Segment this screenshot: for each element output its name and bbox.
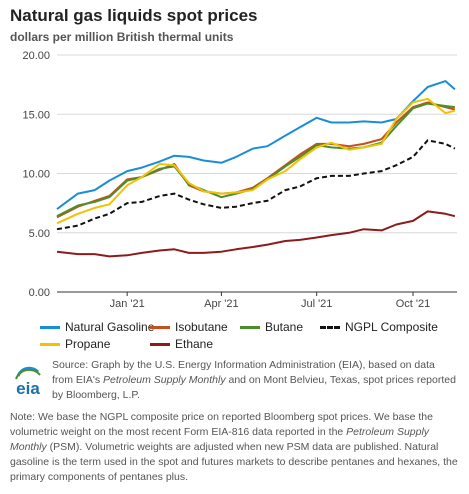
y-tick-label: 10.00 xyxy=(22,169,50,181)
y-tick-label: 20.00 xyxy=(22,50,50,62)
legend-item: Ethane xyxy=(150,337,213,351)
chart-title: Natural gas liquids spot prices xyxy=(10,6,258,25)
series-line-propane xyxy=(56,97,456,225)
source-part-1: Source: Graph by the U.S. Energy Informa… xyxy=(52,359,435,386)
source-part-3: and on Mont Belvieu, Texas, spot prices … xyxy=(52,374,456,401)
legend-item: Propane xyxy=(40,337,110,351)
legend-swatch xyxy=(150,325,170,329)
legend-swatch xyxy=(150,342,170,346)
source-part-2: Petroleum Supply Monthly xyxy=(103,374,226,386)
legend-label: Ethane xyxy=(175,337,214,351)
x-tick-label: Jan '21 xyxy=(110,298,145,310)
eia-logo-text: eia xyxy=(16,379,40,398)
x-tick-label: Jul '21 xyxy=(301,298,332,310)
note-part-3: (PSM). Volumetric weights are adjusted w… xyxy=(10,441,458,483)
legend-label: Natural Gasoline xyxy=(65,320,155,334)
y-tick-label: 15.00 xyxy=(22,109,50,121)
legend-item: Butane xyxy=(240,320,303,334)
source-text: Source: Graph by the U.S. Energy Informa… xyxy=(52,358,457,403)
note-part-1: Note: We base the NGPL composite price o… xyxy=(10,411,433,438)
series-line-ethane xyxy=(56,210,456,258)
x-tick-label: Apr '21 xyxy=(204,298,239,310)
y-tick-label: 5.00 xyxy=(29,228,50,240)
legend-label: NGPL Composite xyxy=(345,320,438,334)
y-tick-label: 0.00 xyxy=(29,287,50,299)
note-text: Note: We base the NGPL composite price o… xyxy=(10,410,460,485)
legend-swatch xyxy=(240,325,260,329)
legend-item: NGPL Composite xyxy=(320,320,438,334)
series-line-natural-gasoline xyxy=(56,80,456,210)
line-chart: 0.00 5.00 10.00 15.00 20.00 Jan '21 Apr '21 Jul… xyxy=(22,50,457,310)
legend-label: Propane xyxy=(65,337,111,351)
note-part-2: Petroleum Supply Monthly xyxy=(10,426,430,453)
legend-swatch xyxy=(40,342,60,346)
legend-item: Natural Gasoline xyxy=(40,320,154,334)
series-line-ngpl-composite xyxy=(56,139,456,231)
legend-label: Butane xyxy=(265,320,304,334)
x-tick-label: Oct '21 xyxy=(396,298,431,310)
legend-label: Isobutane xyxy=(175,320,228,334)
legend-swatch xyxy=(320,325,340,329)
chart-subtitle: dollars per million British thermal unit… xyxy=(10,30,234,44)
eia-logo: eia xyxy=(15,366,41,398)
legend-item: Isobutane xyxy=(150,320,228,334)
legend-swatch xyxy=(40,325,60,329)
